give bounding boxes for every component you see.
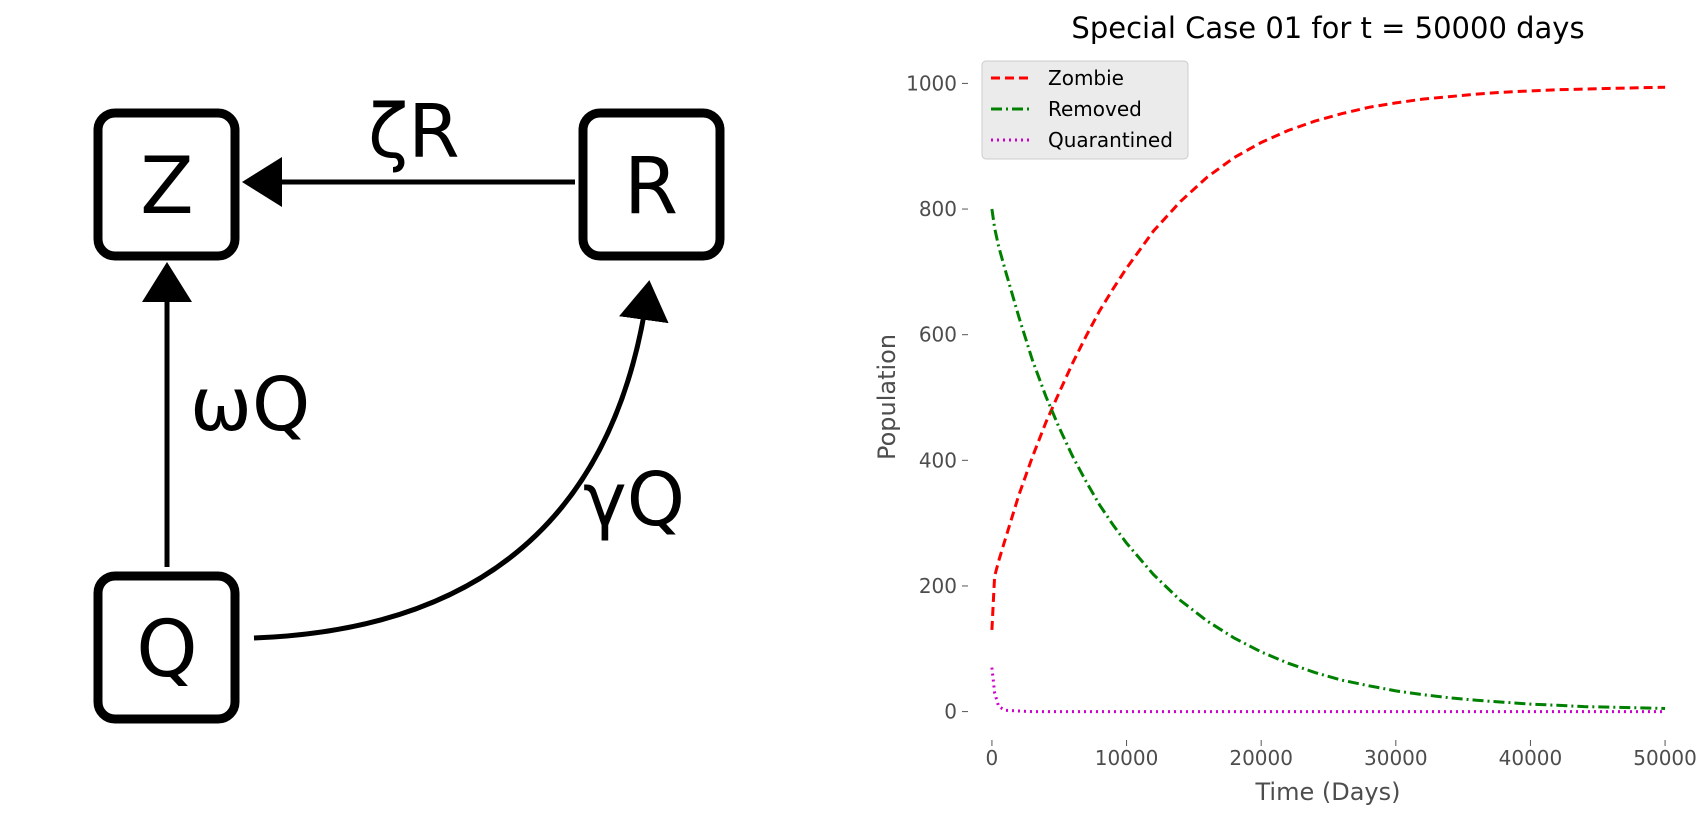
edge-label-zeta-r: ζR <box>368 89 460 175</box>
population-line-chart: Special Case 01 for t = 50000 days Time … <box>873 11 1697 806</box>
legend-label: Zombie <box>1048 66 1124 90</box>
series-line-removed <box>990 208 1666 710</box>
node-z: Z <box>93 108 240 261</box>
edge-label-gamma-q: γQ <box>583 457 685 543</box>
legend-label: Quarantined <box>1048 128 1173 152</box>
y-axis-ticks: 0 200 400 600 800 1000 <box>906 71 968 724</box>
y-tick-label: 600 <box>919 323 957 347</box>
node-q: Q <box>93 571 240 724</box>
edge-q-to-r <box>253 280 669 641</box>
edge-label-omega-q: ωQ <box>190 362 310 448</box>
node-z-label: Z <box>140 142 193 232</box>
node-q-label: Q <box>136 605 197 695</box>
y-tick-label: 800 <box>919 197 957 221</box>
y-tick-label: 200 <box>919 574 957 598</box>
x-axis-label: Time (Days) <box>1255 778 1401 806</box>
x-axis-ticks: 0 10000 20000 30000 40000 50000 <box>986 740 1697 770</box>
series-line-quarantined <box>990 667 1666 714</box>
chart-title: Special Case 01 for t = 50000 days <box>1071 11 1584 45</box>
x-tick-label: 0 <box>986 746 999 770</box>
y-tick-label: 0 <box>944 700 957 724</box>
x-tick-label: 50000 <box>1633 746 1697 770</box>
chart-legend: Zombie Removed Quarantined <box>981 60 1189 160</box>
y-tick-label: 400 <box>919 448 957 472</box>
x-tick-label: 40000 <box>1499 746 1563 770</box>
x-tick-label: 10000 <box>1095 746 1159 770</box>
series-lines <box>990 85 1666 714</box>
y-tick-label: 1000 <box>906 71 957 95</box>
series-line-zombie <box>990 85 1666 630</box>
x-tick-label: 30000 <box>1364 746 1428 770</box>
legend-label: Removed <box>1048 97 1142 121</box>
legend-box <box>981 60 1189 160</box>
y-axis-label: Population <box>873 334 901 460</box>
x-tick-label: 20000 <box>1229 746 1293 770</box>
compartment-diagram: Z R Q ζR ωQ γQ <box>93 89 725 724</box>
node-r: R <box>578 108 725 261</box>
node-r-label: R <box>624 142 678 232</box>
